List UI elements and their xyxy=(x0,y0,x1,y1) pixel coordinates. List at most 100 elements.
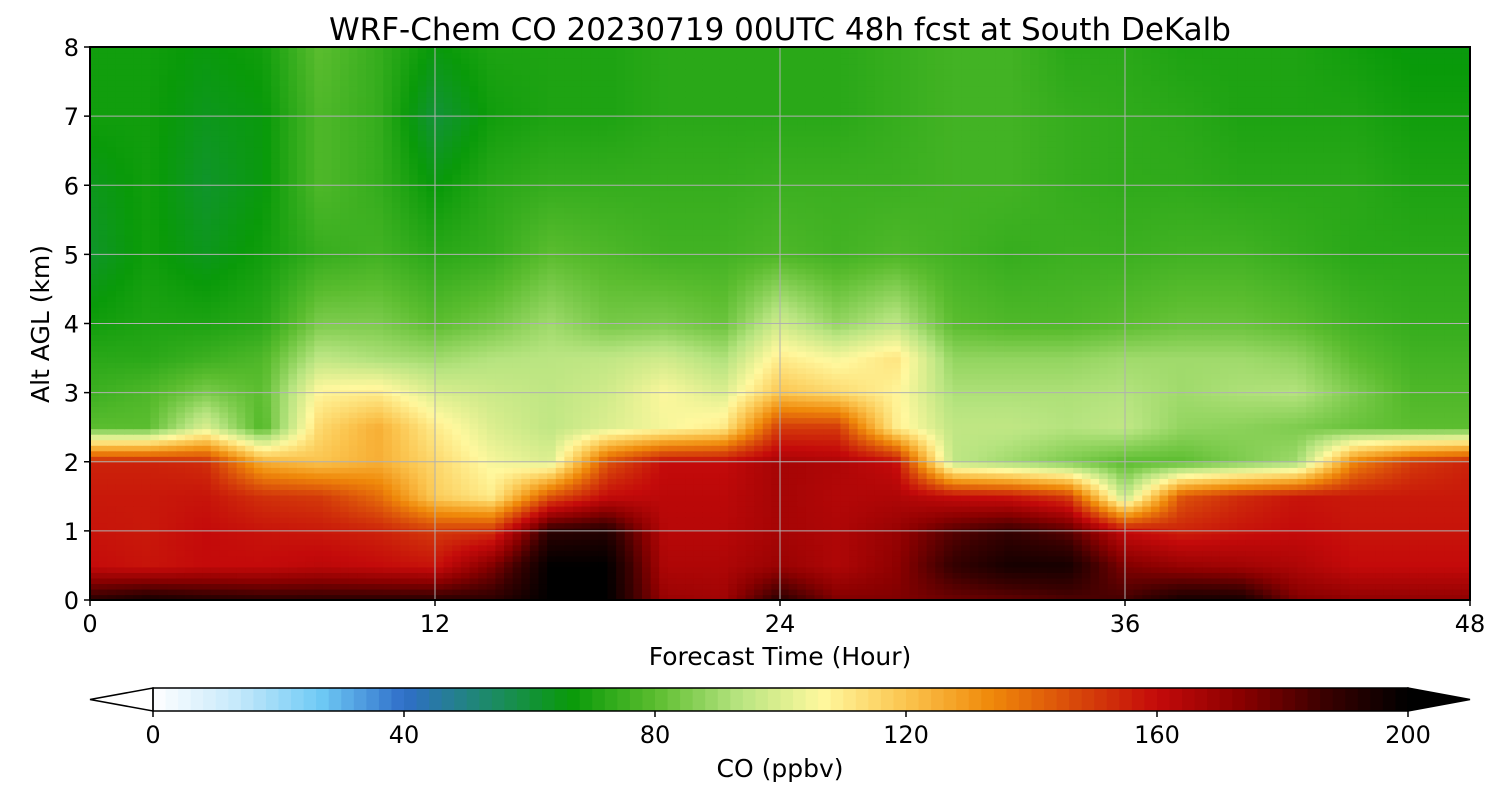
heatmap-cell xyxy=(581,472,591,479)
heatmap-cell xyxy=(607,522,617,529)
heatmap-cell xyxy=(805,489,816,496)
heatmap-cell xyxy=(521,588,531,596)
heatmap-cell xyxy=(1254,472,1264,479)
heatmap-cell xyxy=(1047,478,1057,485)
heatmap-cell xyxy=(107,583,117,590)
heatmap-cell xyxy=(1064,517,1074,524)
heatmap-cell xyxy=(1012,544,1023,551)
heatmap-cell xyxy=(1314,572,1324,579)
heatmap-cell xyxy=(271,577,281,585)
heatmap-cell xyxy=(1202,550,1212,557)
heatmap-cell xyxy=(400,594,410,600)
heatmap-cell xyxy=(1047,483,1057,490)
heatmap-cell xyxy=(1211,588,1221,596)
heatmap-cell xyxy=(115,428,126,435)
heatmap-cell xyxy=(521,439,531,446)
heatmap-cell xyxy=(857,483,867,490)
heatmap-cell xyxy=(1452,428,1462,435)
heatmap-cell xyxy=(1090,517,1100,524)
heatmap-cell xyxy=(961,450,971,457)
heatmap-cell xyxy=(823,500,833,507)
heatmap-cell xyxy=(1426,461,1437,468)
heatmap-cell xyxy=(391,439,402,446)
heatmap-cell xyxy=(348,467,358,474)
heatmap-cell xyxy=(1426,588,1437,596)
heatmap-cell xyxy=(1150,472,1161,479)
heatmap-cell xyxy=(90,483,100,490)
heatmap-cell xyxy=(1254,522,1264,529)
heatmap-cell xyxy=(228,500,238,507)
heatmap-cell xyxy=(391,533,402,540)
heatmap-cell xyxy=(581,517,591,524)
heatmap-cell xyxy=(1444,572,1454,579)
heatmap-cell xyxy=(650,450,660,457)
heatmap-cell xyxy=(926,583,936,590)
heatmap-cell xyxy=(1185,445,1195,452)
heatmap-cell xyxy=(417,566,427,573)
heatmap-cell xyxy=(297,522,307,529)
heatmap-cell xyxy=(1012,566,1023,573)
heatmap-cell xyxy=(805,494,816,502)
heatmap-cell xyxy=(1461,583,1470,590)
heatmap-cell xyxy=(1030,445,1040,452)
heatmap-cell xyxy=(1263,572,1273,579)
heatmap-cell xyxy=(184,467,195,474)
heatmap-cell xyxy=(918,594,928,600)
heatmap-cell xyxy=(1401,478,1411,485)
heatmap-cell xyxy=(1159,539,1169,546)
heatmap-cell xyxy=(409,434,419,441)
heatmap-cell xyxy=(1409,566,1419,573)
heatmap-cell xyxy=(1452,533,1462,540)
heatmap-cell xyxy=(918,494,928,502)
heatmap-cell xyxy=(797,472,807,479)
heatmap-cell xyxy=(771,489,781,496)
heatmap-cell xyxy=(1185,439,1195,446)
heatmap-cell xyxy=(650,500,660,507)
heatmap-cell xyxy=(918,489,928,496)
heatmap-cell xyxy=(1435,566,1445,573)
heatmap-cell xyxy=(866,511,876,518)
heatmap-cell xyxy=(1444,489,1454,496)
heatmap-cell xyxy=(331,550,341,557)
heatmap-cell xyxy=(797,428,807,435)
heatmap-cell xyxy=(1012,594,1023,600)
heatmap-cell xyxy=(900,511,910,518)
heatmap-cell xyxy=(1012,428,1023,435)
heatmap-cell xyxy=(184,511,195,518)
heatmap-cell xyxy=(124,423,134,430)
heatmap-cell xyxy=(676,434,686,441)
heatmap-cell xyxy=(314,478,324,485)
heatmap-cell xyxy=(771,533,781,540)
heatmap-cell xyxy=(1418,533,1428,540)
heatmap-cell xyxy=(1383,539,1393,546)
heatmap-cell xyxy=(607,434,617,441)
heatmap-cell xyxy=(1021,583,1031,590)
heatmap-cell xyxy=(133,539,143,546)
heatmap-cell xyxy=(1004,445,1014,452)
heatmap-cell xyxy=(797,445,807,452)
heatmap-cell xyxy=(978,594,988,600)
heatmap-cell xyxy=(1237,461,1247,468)
heatmap-cell xyxy=(598,500,609,507)
heatmap-cell xyxy=(1038,566,1048,573)
heatmap-cell xyxy=(1383,511,1393,518)
heatmap-cell xyxy=(228,489,238,496)
heatmap-cell xyxy=(1056,472,1066,479)
heatmap-cell xyxy=(1030,483,1040,490)
heatmap-cell xyxy=(236,555,246,562)
heatmap-cell xyxy=(676,489,686,496)
heatmap-cell xyxy=(1349,456,1359,463)
heatmap-cell xyxy=(391,450,402,457)
heatmap-cell xyxy=(961,434,971,441)
heatmap-cell xyxy=(650,572,660,579)
heatmap-cell xyxy=(443,517,453,524)
heatmap-cell xyxy=(1263,544,1273,551)
heatmap-cell xyxy=(995,467,1005,474)
heatmap-cell xyxy=(98,434,108,441)
heatmap-cell xyxy=(1056,594,1066,600)
heatmap-cell xyxy=(823,594,833,600)
heatmap-cell xyxy=(219,500,229,507)
heatmap-cell xyxy=(1142,550,1152,557)
heatmap-cell xyxy=(1254,483,1264,490)
heatmap-cell xyxy=(564,428,574,435)
